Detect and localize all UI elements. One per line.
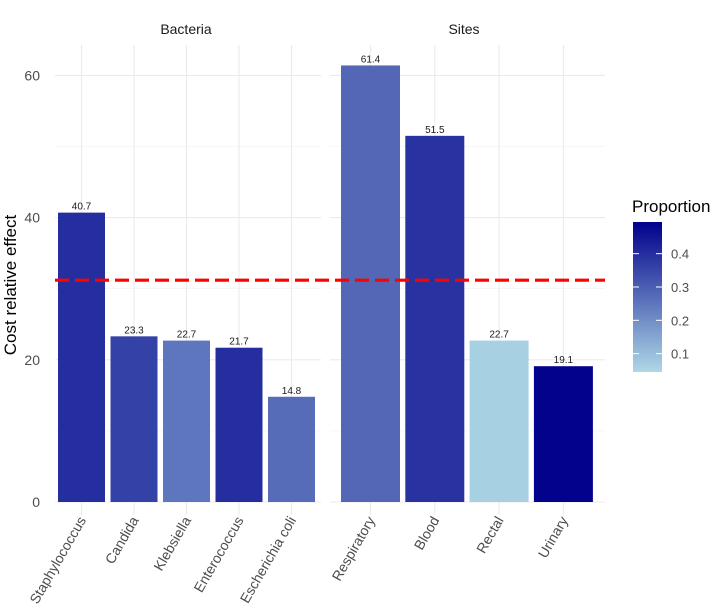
bar [533,366,593,502]
bar [110,336,158,502]
x-tick-label: Candida [102,513,142,566]
labels-layer: Bacteria 40.7 Staphylococcus 23.3 Candida 22.… [24,21,573,606]
y-axis-title: Cost relative effect [1,214,20,355]
bar-value-label: 40.7 [72,202,92,213]
legend-colorbar [633,222,662,372]
x-tick-label: Escherichia coli [237,514,299,606]
bar [341,65,400,503]
bar [58,212,105,503]
x-tick-label: Enterococcus [190,514,246,595]
bar [405,135,465,502]
x-tick-label: Klebsiella [150,513,194,573]
color-legend: Proportion 0.1 0.2 0.3 0.4 [632,197,710,372]
legend-tick-label: 0.4 [671,247,689,262]
x-tick-label: Staphylococcus [26,514,89,607]
legend-title: Proportion [632,197,710,216]
bar [163,340,210,502]
x-tick-label: Blood [411,514,443,553]
x-tick-label: Urinary [535,514,571,561]
bar [469,340,529,502]
bar-value-label: 19.1 [554,355,574,366]
bar-value-label: 61.4 [361,54,381,65]
facet-label: Sites [448,21,479,37]
legend-tick-label: 0.2 [671,313,689,328]
bar-value-label: 22.7 [177,330,197,341]
bar-value-label: 23.3 [124,325,144,336]
x-tick-label: Rectal [473,514,507,556]
bar-value-label: 14.8 [282,386,302,397]
bar-value-label: 51.5 [425,125,445,136]
bars-layer [58,65,593,503]
bar-value-label: 21.7 [229,337,249,348]
x-tick-label: Respiratory [328,514,378,584]
legend-tick-label: 0.1 [671,347,689,362]
facet-label: Bacteria [160,21,212,37]
y-tick-label: 60 [24,67,40,83]
legend-tick-label: 0.3 [671,280,689,295]
y-tick-label: 40 [24,210,40,226]
y-tick-label: 0 [32,494,40,510]
bar-value-label: 22.7 [489,330,509,341]
bar [215,347,263,502]
y-tick-label: 20 [24,352,40,368]
bar [268,396,315,502]
